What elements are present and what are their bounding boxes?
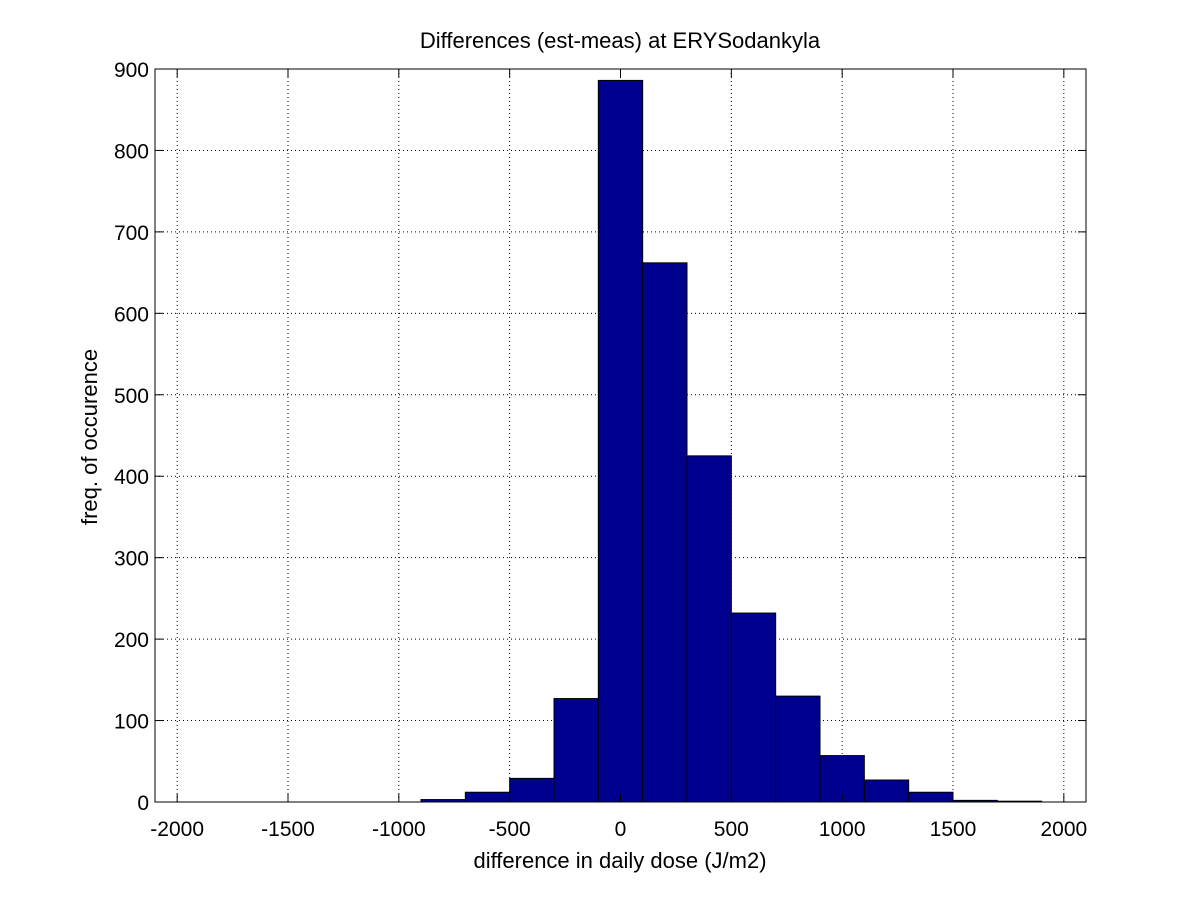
y-tick-label: 300	[114, 548, 149, 571]
x-tick-label: 2000	[1040, 818, 1087, 841]
y-tick-label: 700	[114, 222, 149, 245]
histogram-bar	[686, 455, 732, 803]
y-tick-label: 500	[114, 385, 149, 408]
x-tick-label: 0	[615, 818, 627, 841]
histogram-bar	[464, 791, 511, 803]
x-tick-label: 1500	[930, 818, 977, 841]
y-tick-label: 900	[114, 59, 149, 82]
chart-title: Differences (est-meas) at ERYSodankyla	[420, 28, 821, 53]
histogram-bar	[730, 612, 777, 803]
x-tick-label: -1000	[372, 818, 426, 841]
y-tick-label: 200	[114, 629, 149, 652]
histogram-bar	[642, 262, 688, 803]
tick-layer: -2000 -1500 -1000 -500 0 500 1000 1500 2000 0 100 2…	[114, 59, 1087, 841]
y-tick-label: 100	[114, 711, 149, 734]
x-tick-label: -500	[489, 818, 531, 841]
y-tick-label: 0	[137, 792, 149, 815]
x-tick-label: -2000	[150, 818, 204, 841]
x-axis-label: difference in daily dose (J/m2)	[473, 848, 766, 873]
x-tick-label: 1000	[819, 818, 866, 841]
x-tick-label: -1500	[261, 818, 315, 841]
x-tick-label: 500	[714, 818, 749, 841]
histogram-bar	[863, 779, 910, 803]
histogram-bar	[509, 777, 555, 803]
histogram-bar	[597, 79, 644, 803]
histogram-bar	[908, 791, 954, 803]
y-tick-label: 600	[114, 303, 149, 326]
y-tick-label: 400	[114, 466, 149, 489]
y-tick-label: 800	[114, 140, 149, 163]
y-axis-label: freq. of occurence	[77, 349, 102, 525]
bar-layer	[420, 79, 1043, 803]
histogram-bar	[775, 695, 821, 803]
histogram-bar	[553, 698, 599, 803]
